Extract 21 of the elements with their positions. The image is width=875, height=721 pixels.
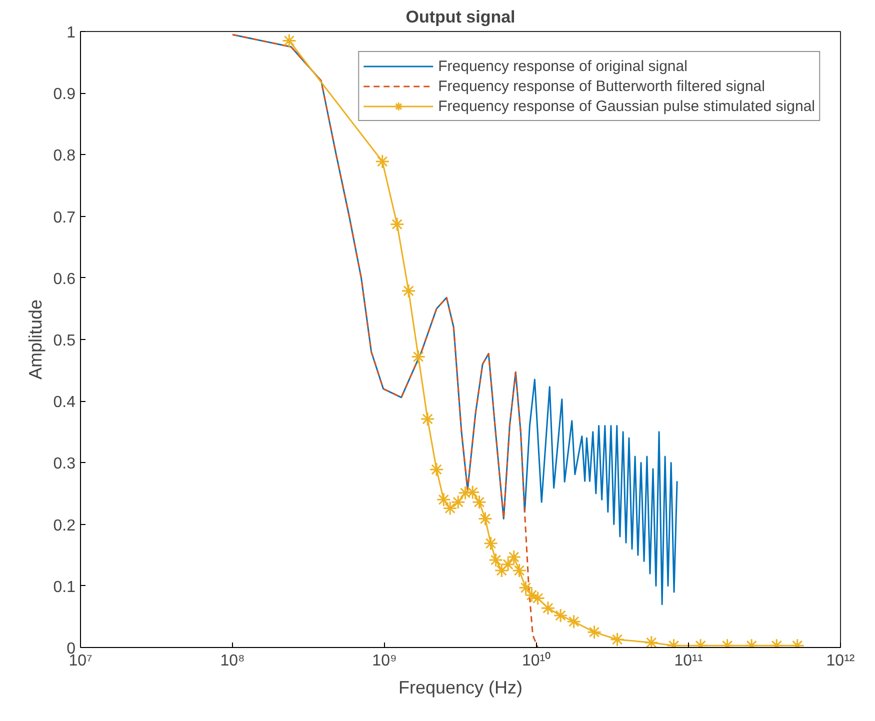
legend-label: Frequency response of Butterworth filtered signal xyxy=(438,78,765,94)
chart-title: Output signal xyxy=(406,8,516,26)
y-tick-label: 0.2 xyxy=(53,517,76,534)
legend-label: Frequency response of original signal xyxy=(438,58,688,74)
y-tick-label: 0.6 xyxy=(53,270,76,288)
x-tick-label: 10¹² xyxy=(826,652,856,670)
y-tick-label: 0.3 xyxy=(53,456,76,473)
x-tick-label: 10¹¹ xyxy=(674,652,703,670)
x-tick-label: 10⁹ xyxy=(372,652,397,670)
x-tick-label: 10⁸ xyxy=(220,652,245,670)
y-axis-title: Amplitude xyxy=(25,299,46,380)
y-tick-label: 0.1 xyxy=(53,578,76,596)
legend-label: Frequency response of Gaussian pulse stimulated signal xyxy=(438,98,815,114)
y-tick-label: 0.5 xyxy=(53,332,76,350)
y-tick-label: 1 xyxy=(66,24,76,42)
x-axis-title: Frequency (Hz) xyxy=(398,678,523,698)
y-tick-label: 0.4 xyxy=(53,394,76,412)
y-tick-label: 0.7 xyxy=(53,209,76,226)
y-tick-label: 0.8 xyxy=(53,148,76,165)
x-tick-label: 10¹⁰ xyxy=(522,652,552,670)
y-tick-label: 0.9 xyxy=(53,86,76,104)
